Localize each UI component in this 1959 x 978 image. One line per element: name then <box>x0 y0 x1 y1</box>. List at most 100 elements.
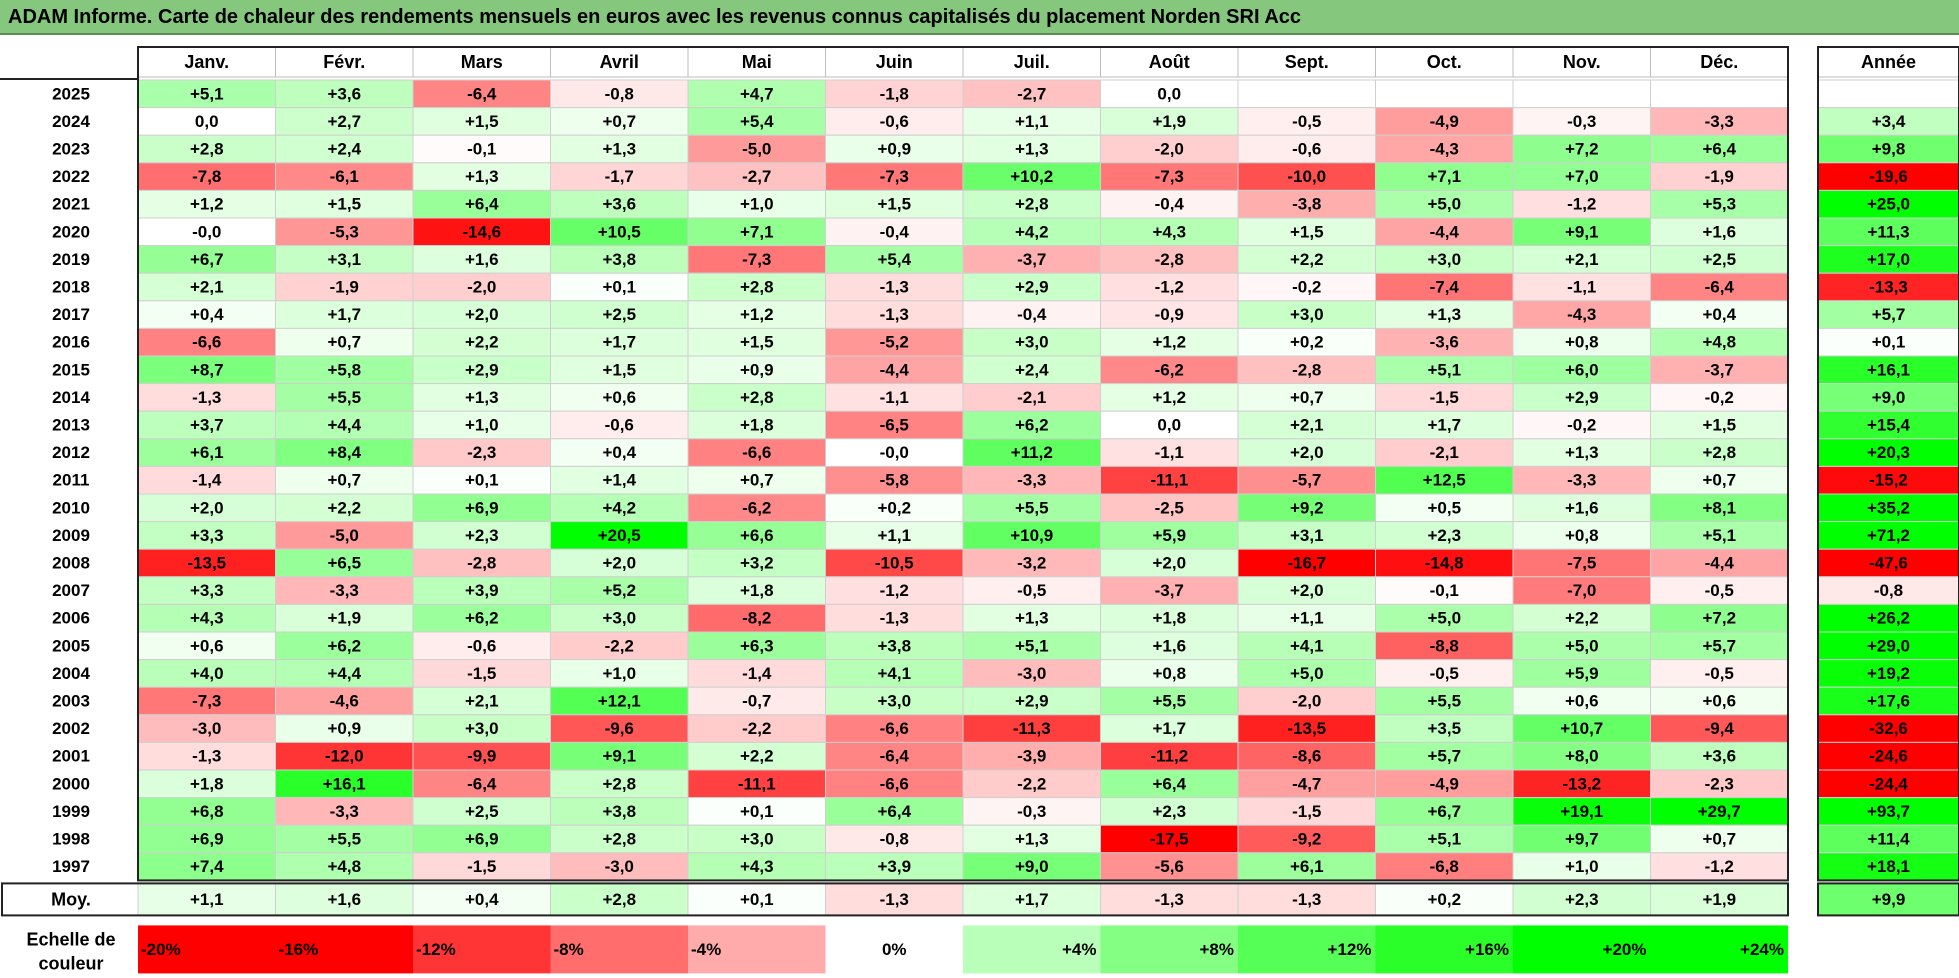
heat-cell <box>1100 355 1239 385</box>
heat-cell <box>1512 79 1651 109</box>
heat-cell-value: +3,1 <box>327 250 361 269</box>
heat-cell <box>1650 714 1789 743</box>
heat-cell <box>412 245 551 274</box>
annual-cell <box>1817 162 1959 191</box>
heat-cell-value: -6,4 <box>880 747 910 766</box>
heat-cell <box>1100 327 1239 357</box>
heat-cell-value: +2,7 <box>327 112 361 131</box>
annual-cell-value: +19,2 <box>1867 664 1910 683</box>
annual-cell-value: +9,0 <box>1872 388 1906 407</box>
chart-title: ADAM Informe. Carte de chaleur des rende… <box>8 6 1302 28</box>
month-header: Mai <box>742 52 772 72</box>
month-header: Avril <box>600 52 639 72</box>
heat-cell-value: -6,2 <box>742 498 771 517</box>
heat-cell-value: -3,2 <box>1017 554 1046 573</box>
heat-cell <box>137 162 276 191</box>
heat-cell-value: -1,9 <box>330 278 359 297</box>
heat-cell-value: +5,3 <box>1702 195 1736 214</box>
heat-cell <box>1375 741 1514 771</box>
heat-cell-value: +1,9 <box>327 609 361 628</box>
heat-cell-value: +1,8 <box>740 416 774 435</box>
heat-cell <box>275 797 414 826</box>
heat-cell <box>550 714 689 743</box>
heat-cell <box>687 493 826 523</box>
heat-cell-value: +2,4 <box>327 140 361 159</box>
heat-cell-value: +4,1 <box>877 664 911 683</box>
heat-cell-value: +5,1 <box>1015 636 1049 655</box>
heat-cell-value: +0,4 <box>602 443 636 462</box>
heat-cell-value: +3,0 <box>1427 250 1461 269</box>
heat-cell <box>1512 797 1651 826</box>
heat-cell-value: -6,1 <box>330 167 359 186</box>
heat-cell-value: -1,5 <box>1292 802 1321 821</box>
heat-cell <box>687 245 826 274</box>
heat-cell-value: +1,9 <box>1152 112 1186 131</box>
heat-cell-value: +4,0 <box>190 664 224 683</box>
heat-cell-value: +16,1 <box>323 774 366 793</box>
heat-cell-value: -11,2 <box>1150 747 1188 766</box>
heat-cell <box>137 631 276 661</box>
heat-cell-value: -3,7 <box>1705 360 1734 379</box>
heat-cell <box>137 576 276 605</box>
heat-cell-value: +7,1 <box>740 222 774 241</box>
heat-cell-value: +29,7 <box>1698 802 1741 821</box>
heat-cell-value: +2,2 <box>740 747 774 766</box>
heat-cell-value: -1,3 <box>192 388 221 407</box>
heat-cell-value: +5,9 <box>1565 664 1599 683</box>
heat-cell-value: -0,4 <box>880 222 910 241</box>
year-label: 2014 <box>52 388 90 407</box>
heat-cell-value: +5,0 <box>1290 664 1324 683</box>
month-header: Mars <box>461 52 503 72</box>
average-cell-value: -1,3 <box>1155 890 1184 909</box>
heat-cell <box>687 603 826 633</box>
heat-cell <box>550 327 689 357</box>
heat-cell <box>1375 576 1514 605</box>
heat-cell-value: +5,0 <box>1427 195 1461 214</box>
heat-cell <box>412 603 551 633</box>
heat-cell <box>962 79 1101 109</box>
average-label: Moy. <box>51 889 91 909</box>
heat-cell <box>1512 300 1651 329</box>
heat-cell <box>412 686 551 716</box>
heat-cell-value: +19,1 <box>1560 802 1603 821</box>
annual-cell-value: +18,1 <box>1867 857 1910 876</box>
heat-cell-value: -6,4 <box>1705 278 1735 297</box>
year-label: 2008 <box>52 554 90 573</box>
heat-cell-value: +1,7 <box>602 333 636 352</box>
heat-cell <box>1237 797 1376 826</box>
heat-cell-value: +1,5 <box>327 195 361 214</box>
heat-cell-value: +0,7 <box>1702 830 1736 849</box>
heat-cell-value: +1,5 <box>740 333 774 352</box>
heat-cell-value: +6,9 <box>190 830 224 849</box>
heat-cell-value: -4,4 <box>880 360 910 379</box>
heat-cell <box>275 410 414 440</box>
heat-cell-value: +2,8 <box>740 388 774 407</box>
heat-cell <box>1512 686 1651 716</box>
heat-cell-value: +2,5 <box>465 802 499 821</box>
heat-cell-value: +0,6 <box>1702 692 1736 711</box>
heat-cell-value: -7,3 <box>880 167 909 186</box>
heat-cell <box>1237 686 1376 716</box>
heat-cell <box>275 576 414 605</box>
heat-cell <box>1237 521 1376 550</box>
heat-cell-value: -2,8 <box>1155 250 1184 269</box>
heat-cell-value: +6,4 <box>465 195 499 214</box>
heat-cell <box>825 217 964 247</box>
heat-cell-value: +0,9 <box>740 360 774 379</box>
heat-cell-value: +0,1 <box>465 471 499 490</box>
heat-cell <box>1100 603 1239 633</box>
heat-cell-value: +4,8 <box>1702 333 1736 352</box>
heat-cell-value: +5,5 <box>1427 692 1461 711</box>
heat-cell-value: -3,7 <box>1155 581 1184 600</box>
heat-cell-value: -1,7 <box>605 167 634 186</box>
heat-cell-value: +0,1 <box>740 802 774 821</box>
heat-cell-value: +2,8 <box>602 830 636 849</box>
heat-cell-value: -2,1 <box>1017 388 1046 407</box>
annual-cell <box>1817 714 1959 743</box>
scale-swatch <box>825 925 963 974</box>
heat-cell-value: +1,0 <box>1565 857 1599 876</box>
heat-cell <box>1237 741 1376 771</box>
month-header: Sept. <box>1285 52 1329 72</box>
heat-cell-value: -7,3 <box>1155 167 1184 186</box>
heat-cell-value: -13,5 <box>1287 719 1326 738</box>
